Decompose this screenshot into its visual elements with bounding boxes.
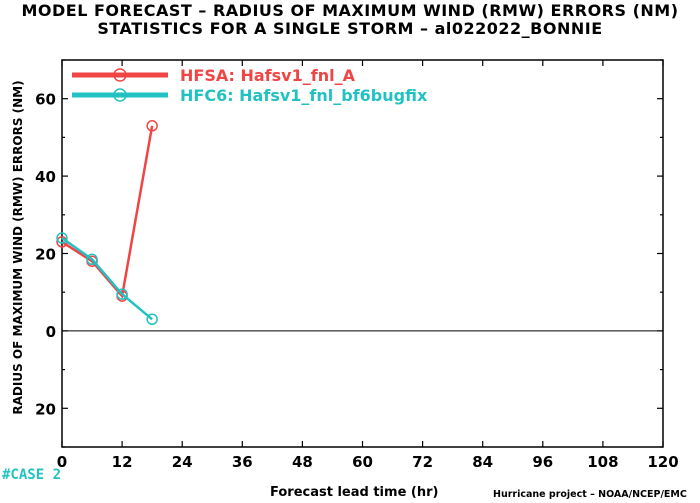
- plot-frame: [61, 59, 664, 448]
- legend-label-1: HFSA: Hafsv1_fnl_A: [180, 66, 356, 85]
- x-tick-label: 48: [292, 453, 313, 471]
- series-line-2: [61, 236, 153, 321]
- series-point-1: [146, 120, 158, 132]
- series-line-1: [61, 125, 154, 299]
- x-tick-label: 36: [232, 453, 253, 471]
- chart-title: MODEL FORECAST – RADIUS OF MAXIMUM WIND …: [21, 1, 679, 20]
- y-tick-label: 60: [35, 91, 56, 109]
- y-tick-label: 20: [35, 400, 56, 418]
- x-axis-label: Forecast lead time (hr): [270, 485, 439, 500]
- x-tick-label: 0: [57, 453, 67, 471]
- y-tick-label: 20: [35, 246, 56, 264]
- series-point-2: [56, 232, 68, 244]
- x-tick-label: 108: [587, 453, 618, 471]
- legend-marker-2: [113, 88, 127, 102]
- x-tick-label: 84: [472, 453, 493, 471]
- series-point-2: [86, 253, 98, 266]
- x-tick-label: 72: [412, 453, 433, 471]
- x-tick-label: 60: [352, 453, 373, 471]
- x-tick-label: 24: [172, 453, 193, 471]
- legend-label-2: HFC6: Hafsv1_fnl_bf6bugfix: [180, 86, 428, 105]
- y-tick-label: 0: [46, 323, 56, 341]
- case-label: #CASE 2: [2, 467, 62, 483]
- chart-subtitle: STATISTICS FOR A SINGLE STORM – al022022…: [97, 19, 603, 38]
- x-tick-label: 12: [112, 453, 133, 471]
- credit-text: Hurricane project – NOAA/NCEP/EMC: [493, 489, 687, 500]
- legend-marker-1: [113, 68, 127, 82]
- y-tick-label: 40: [35, 168, 56, 186]
- y-axis-label: RADIUS OF MAXIMUM WIND (RMW) ERRORS (NM): [11, 80, 25, 414]
- series-point-2: [116, 288, 128, 300]
- x-tick-label: 120: [647, 453, 678, 471]
- series-point-2: [146, 313, 158, 326]
- x-tick-label: 96: [532, 453, 553, 471]
